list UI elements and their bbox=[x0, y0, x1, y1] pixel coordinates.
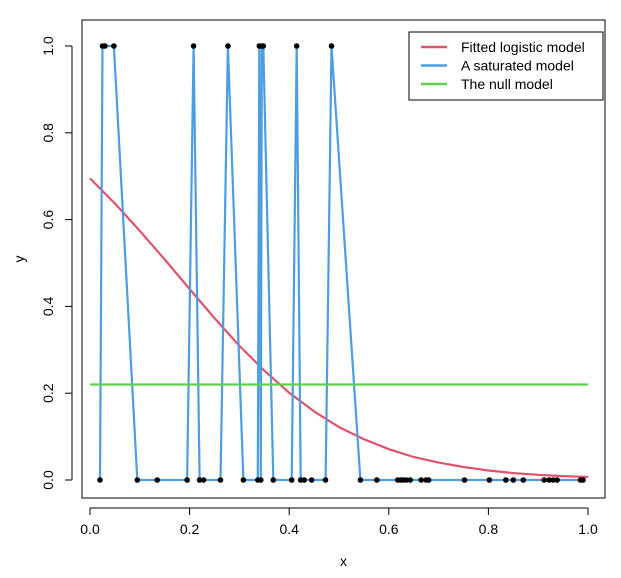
data-point bbox=[308, 477, 315, 483]
data-point bbox=[134, 477, 141, 483]
data-points bbox=[97, 43, 586, 483]
y-tick-label: 0.0 bbox=[40, 470, 56, 490]
data-point bbox=[270, 477, 277, 483]
data-point bbox=[546, 477, 552, 483]
x-tick-label: 0.6 bbox=[379, 521, 399, 537]
y-axis-label: y bbox=[11, 256, 27, 263]
data-point bbox=[461, 477, 468, 483]
data-point bbox=[288, 477, 295, 483]
y-tick-label: 0.4 bbox=[40, 296, 56, 316]
legend-label: A saturated model bbox=[461, 58, 574, 74]
y-tick-label: 0.2 bbox=[40, 383, 56, 403]
data-point bbox=[425, 477, 432, 483]
data-point bbox=[510, 477, 517, 483]
x-tick-label: 0.8 bbox=[479, 521, 499, 537]
data-point bbox=[102, 43, 108, 49]
data-point bbox=[541, 477, 547, 483]
data-point bbox=[293, 43, 300, 49]
legend-label: The null model bbox=[461, 76, 553, 92]
data-point bbox=[550, 477, 556, 483]
x-axis-label: x bbox=[340, 553, 347, 569]
data-point bbox=[111, 43, 117, 49]
x-tick-label: 0.4 bbox=[279, 521, 299, 537]
data-point bbox=[301, 477, 307, 483]
y-tick-label: 1.0 bbox=[40, 36, 56, 56]
data-point bbox=[217, 477, 224, 483]
legend-label: Fitted logistic model bbox=[461, 39, 585, 55]
data-point bbox=[196, 477, 203, 483]
y-tick-label: 0.8 bbox=[40, 123, 56, 143]
data-point bbox=[184, 477, 190, 483]
series-line-fitted-logistic-model bbox=[89, 177, 589, 479]
data-point bbox=[503, 477, 509, 483]
legend: Fitted logistic model A saturated model Th… bbox=[408, 31, 604, 101]
y-tick-label: 0.6 bbox=[40, 210, 56, 230]
data-point bbox=[374, 477, 380, 483]
x-tick-label: 0.2 bbox=[180, 521, 200, 537]
x-tick-label: 1.0 bbox=[578, 521, 598, 537]
data-point bbox=[486, 477, 493, 483]
data-point bbox=[407, 477, 414, 483]
data-point bbox=[554, 477, 560, 483]
data-point bbox=[580, 477, 586, 483]
data-point bbox=[418, 477, 424, 483]
data-point bbox=[328, 43, 335, 49]
data-point bbox=[520, 477, 527, 483]
data-point bbox=[403, 477, 410, 483]
x-tick-label: 0.0 bbox=[80, 521, 100, 537]
data-point bbox=[97, 477, 103, 483]
data-point bbox=[260, 43, 267, 49]
data-point bbox=[154, 477, 161, 483]
data-point bbox=[258, 477, 264, 483]
data-point bbox=[322, 477, 329, 483]
data-point bbox=[357, 477, 364, 483]
axes: 0.0 0.2 0.4 0.6 0.8 1.0 0.0 0.2 0.4 0.6 0.8 1.0 bbox=[40, 36, 598, 537]
data-point bbox=[225, 43, 231, 49]
data-point bbox=[240, 477, 247, 483]
data-point bbox=[200, 477, 207, 483]
plot-frame bbox=[81, 19, 606, 499]
data-point bbox=[190, 43, 197, 49]
